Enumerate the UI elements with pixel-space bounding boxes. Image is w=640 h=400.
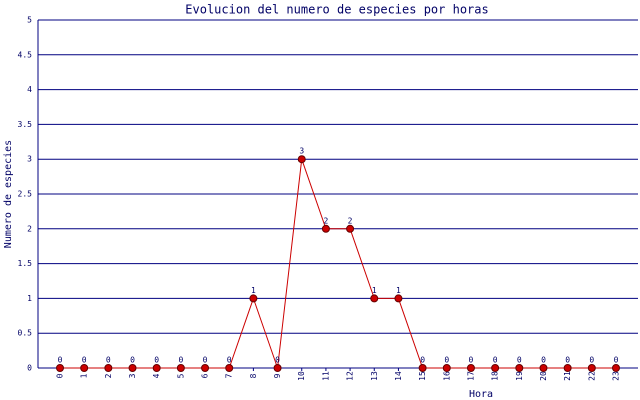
x-tick-label: 15 <box>418 371 427 381</box>
data-label: 0 <box>420 356 425 365</box>
point <box>418 364 427 372</box>
data-label: 1 <box>251 286 256 295</box>
x-tick-label: 23 <box>612 371 621 381</box>
x-tick-label: 19 <box>515 371 524 381</box>
data-label: 3 <box>299 147 304 156</box>
point <box>225 364 234 372</box>
data-label: 0 <box>541 356 546 365</box>
x-tick-label: 14 <box>394 371 403 381</box>
x-tick-label: 7 <box>225 373 234 378</box>
data-label: 0 <box>130 356 135 365</box>
point <box>80 364 89 372</box>
data-label: 2 <box>323 216 328 225</box>
series-line <box>60 159 616 369</box>
point <box>297 155 306 164</box>
data-label: 0 <box>589 356 594 365</box>
y-tick-label: 3 <box>27 155 32 164</box>
point <box>273 364 282 372</box>
y-tick-label: 3.5 <box>18 120 33 129</box>
x-tick-label: 10 <box>297 371 306 381</box>
data-label: 0 <box>82 356 87 365</box>
point <box>128 364 137 372</box>
x-tick-label: 16 <box>442 371 451 381</box>
point <box>539 364 548 372</box>
data-label: 0 <box>106 356 111 365</box>
point <box>491 364 500 372</box>
point <box>104 364 113 372</box>
x-tick-label: 18 <box>491 371 500 381</box>
x-tick-label: 17 <box>466 371 475 381</box>
x-tick-label: 22 <box>587 371 596 381</box>
x-tick-label: 11 <box>321 371 330 381</box>
x-axis-label: Hora <box>469 389 493 400</box>
x-tick-label: 6 <box>201 373 210 378</box>
point <box>346 224 355 233</box>
y-tick-label: 0.5 <box>18 329 33 338</box>
data-label: 1 <box>372 286 377 295</box>
point <box>56 364 64 372</box>
x-tick-label: 13 <box>370 371 379 381</box>
x-tick-label: 9 <box>273 373 282 378</box>
point <box>370 294 379 303</box>
data-label: 0 <box>469 356 474 365</box>
x-tick-label: 21 <box>563 371 572 381</box>
data-label: 0 <box>203 356 208 365</box>
data-label: 1 <box>396 286 401 295</box>
y-tick-label: 0 <box>27 364 32 373</box>
x-tick-label: 4 <box>152 373 161 378</box>
y-tick-label: 4 <box>27 85 32 94</box>
data-label: 0 <box>614 356 619 365</box>
point <box>321 224 330 233</box>
data-label: 0 <box>58 356 63 365</box>
data-label: 0 <box>178 356 183 365</box>
point <box>515 364 524 372</box>
x-tick-label: 0 <box>56 373 65 378</box>
x-tick-label: 2 <box>104 373 113 378</box>
y-tick-label: 1.5 <box>18 259 33 268</box>
point <box>466 364 475 372</box>
chart-title: Evolucion del numero de especies por hor… <box>185 3 488 17</box>
x-tick-label: 3 <box>128 373 137 378</box>
point <box>394 294 403 303</box>
point <box>152 364 161 372</box>
point <box>201 364 210 372</box>
x-tick-label: 20 <box>539 371 548 381</box>
data-label: 0 <box>517 356 522 365</box>
y-tick-label: 2 <box>27 224 32 233</box>
data-label: 0 <box>565 356 570 365</box>
point <box>587 364 596 372</box>
y-tick-label: 5 <box>27 16 32 25</box>
data-label: 0 <box>444 356 449 365</box>
data-label: 0 <box>493 356 498 365</box>
data-label: 2 <box>348 216 353 225</box>
y-axis-label: Numero de especies <box>3 140 14 248</box>
point <box>563 364 572 372</box>
y-tick-label: 2.5 <box>18 190 33 199</box>
data-label: 0 <box>227 356 232 365</box>
data-label: 0 <box>275 356 280 365</box>
data-label: 0 <box>154 356 159 365</box>
y-tick-label: 4.5 <box>18 50 33 59</box>
x-tick-label: 12 <box>346 371 355 381</box>
point <box>249 294 258 303</box>
point <box>612 364 620 372</box>
point <box>176 364 185 372</box>
x-tick-label: 8 <box>249 373 258 378</box>
x-tick-label: 5 <box>176 373 185 378</box>
y-tick-label: 1 <box>27 294 32 303</box>
point <box>442 364 451 372</box>
x-tick-label: 1 <box>80 373 89 378</box>
